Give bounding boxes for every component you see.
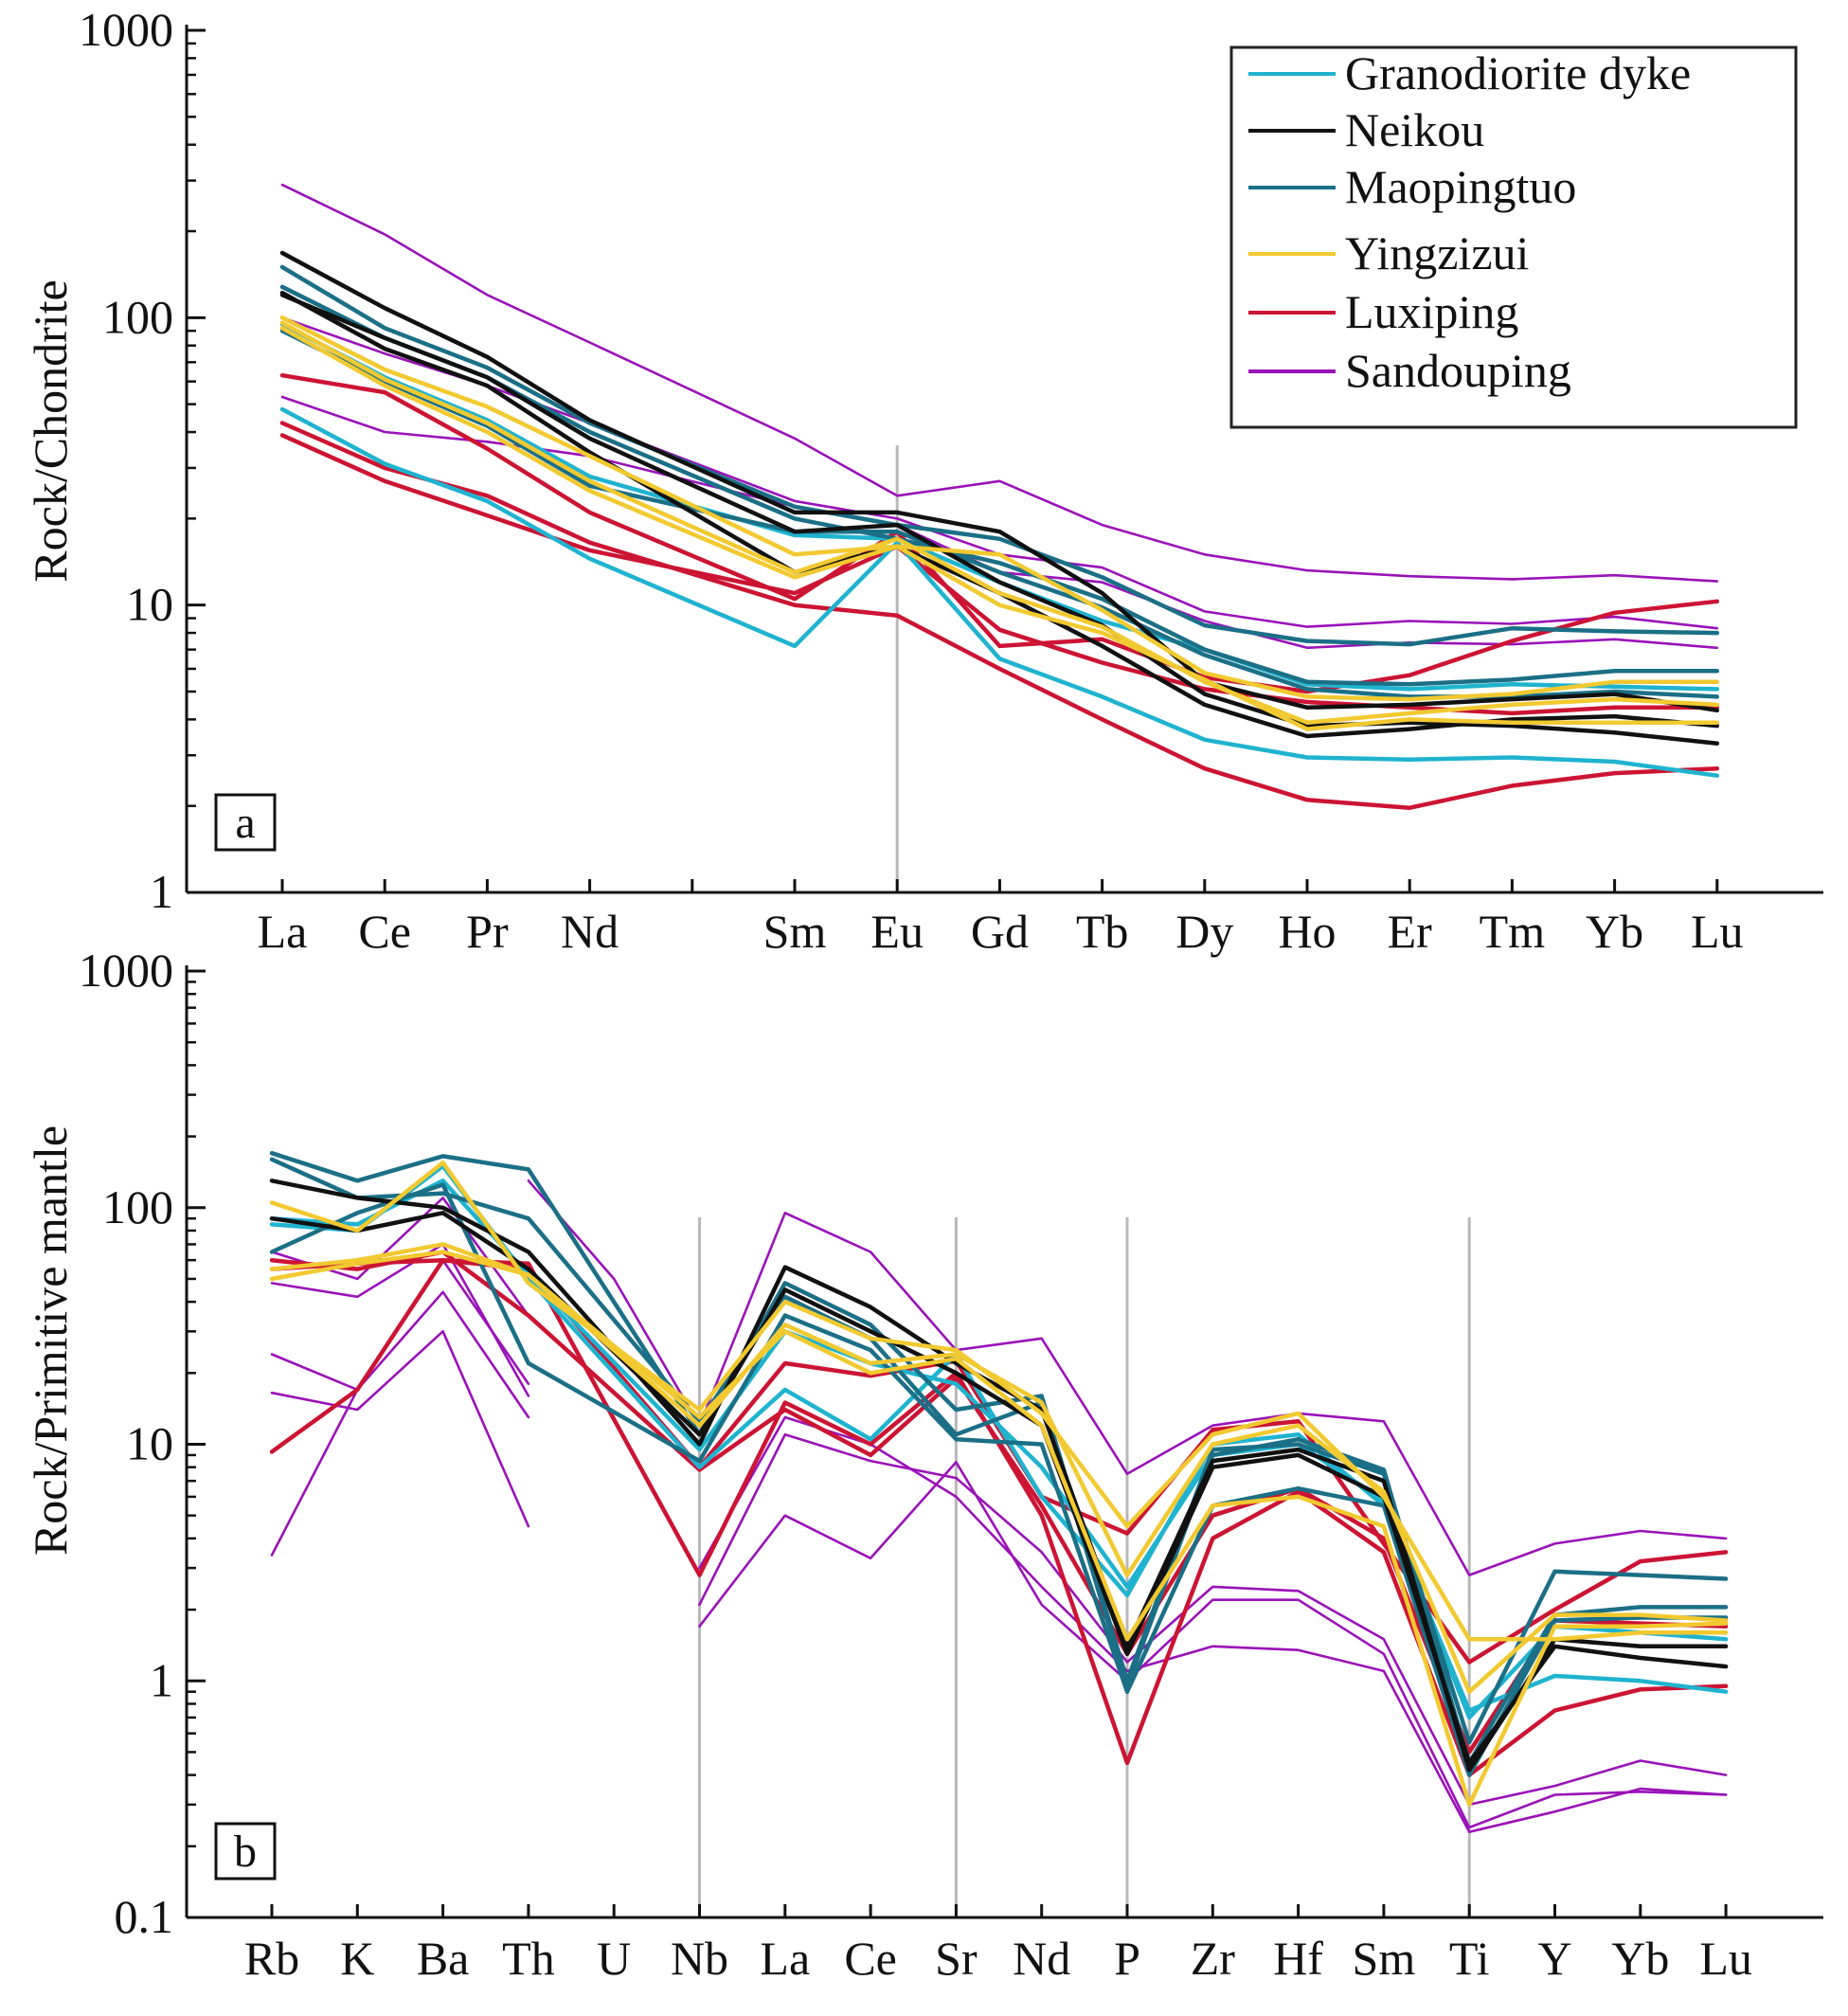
panel-b-series-sandouping-5 [270,1330,530,1528]
panel-a-x-tick-label-ce: Ce [358,905,411,958]
panel-b-series-sandouping-7 [698,1432,1728,1807]
panel-b-series-sandouping-8 [698,1461,1728,1829]
panel-b-y-tick-label: 0.1 [115,1890,174,1943]
panel-a-series-lines [279,183,1720,810]
panel-a-series-yingzizui-2 [279,320,1720,725]
panel-b-x-tick-label-nb: Nb [671,1932,728,1985]
panel-a-letter: a [235,798,255,848]
panel-b-letter-box [214,1822,277,1881]
panel-b-series-luxiping-3 [269,1250,1729,1755]
panel-b-series-yingzizui-1 [269,1160,1729,1642]
panel-b-y-tick-label: 1000 [79,944,173,997]
panel-a-x-tick-label-pr: Pr [466,905,509,958]
panel-b-letter: b [234,1827,257,1877]
panel-b-x-tick-label-hf: Hf [1273,1932,1323,1985]
panel-a-y-axis-label: Rock/Chondrite [24,279,77,582]
panel-b-series-neikou-2 [269,1211,1729,1766]
panel-a-series-granodiorite-1 [279,406,1720,778]
panel-a-series-yingzizui-3 [279,326,1720,731]
panel-a-series-yingzizui-1 [279,315,1720,702]
panel-b-x-tick-label-th: Th [502,1932,555,1985]
panel-b-series-sandouping-1 [527,1179,1728,1576]
panel-b: Rock/Primitive mantle 0.1 1 10 100 1000 Rb K Ba… [24,944,1823,1985]
panel-a-x-tick-label-er: Er [1388,905,1433,958]
panel-a-series-luxiping-2 [279,421,1720,810]
panel-b-series-yingzizui-3 [269,1250,1729,1808]
panel-a-x-tick-label-gd: Gd [971,905,1029,958]
panel-a-x-tick-label-sm: Sm [763,905,827,958]
legend-label-luxiping: Luxiping [1345,285,1518,338]
panel-a-series-luxiping-3 [279,433,1720,716]
panel-b-series-luxiping-1 [269,1257,1729,1665]
panel-b-x-tick-label-u: U [597,1932,631,1985]
panel-a-x-tick-label-nd: Nd [561,905,619,958]
panel-a-x-tick-label-yb: Yb [1586,905,1643,958]
panel-a-series-sandouping-3 [280,395,1719,650]
panel-a-x-tick-label-lu: Lu [1691,905,1744,958]
panel-b-series-neikou-1 [269,1179,1729,1773]
panel-a-x-tick-label-eu: Eu [870,905,924,958]
panel-b-x-tick-label-ti: Ti [1449,1932,1490,1985]
panel-a-series-neikou-3 [279,293,1720,746]
panel-b-series-maopingtuo-1 [269,1150,1729,1745]
panel-a-series-luxiping-1 [279,372,1720,694]
legend-label-neikou: Neikou [1345,103,1484,156]
panel-a: Rock/Chondrite 1 10 100 1000 La Ce Pr Nd Sm Eu Gd T… [24,3,1823,958]
panel-b-series-maopingtuo-3 [269,1182,1729,1777]
panel-b-x-tick-label-nd: Nd [1013,1932,1070,1985]
panel-a-y-tick-label: 100 [102,290,173,343]
panel-a-x-tick-label-tm: Tm [1480,905,1546,958]
panel-b-series-sandouping-4 [270,1290,530,1419]
panel-a-y-tick-label: 10 [126,578,173,631]
legend-label-yingzizui: Yingzizui [1345,226,1529,279]
panel-a-series-neikou-1 [279,250,1720,713]
panel-b-x-tick-label-rb: Rb [244,1932,299,1985]
panel-b-x-tick-label-ba: Ba [417,1932,470,1985]
panel-a-letter-box [214,793,277,852]
panel-b-y-tick-label: 100 [102,1180,173,1233]
legend-label-sandouping: Sandouping [1345,344,1571,397]
panel-a-y-tick-label: 1000 [79,3,173,56]
panel-b-x-tick-label-p: P [1114,1932,1140,1985]
legend-box [1229,45,1798,429]
panel-b-x-tick-label-k: K [340,1932,374,1985]
panel-a-series-maopingtuo-1 [279,264,1720,647]
panel-b-series-maopingtuo-2 [269,1157,1729,1766]
panel-b-series-lines [269,1150,1729,1833]
panel-b-y-axis-label: Rock/Primitive mantle [24,1125,77,1556]
panel-a-y-tick-label: 1 [150,865,173,918]
panel-a-x-tick-label-dy: Dy [1175,905,1233,958]
panel-b-x-tick-label-zr: Zr [1191,1932,1236,1985]
legend-label-granodiorite: Granodiorite dyke [1345,46,1691,99]
panel-b-x-tick-label-ce: Ce [844,1932,897,1985]
panel-a-x-tick-label-la: La [258,905,308,958]
panel-b-x-tick-label-la: La [760,1932,810,1985]
panel-b-x-tick-label-y: Y [1537,1932,1571,1985]
panel-b-x-tick-label-yb: Yb [1611,1932,1669,1985]
panel-a-series-sandouping-1 [280,183,1719,583]
panel-b-x-tick-label-sr: Sr [935,1932,978,1985]
panel-b-y-tick-label: 1 [150,1653,173,1706]
legend-label-maopingtuo: Maopingtuo [1345,160,1576,213]
panel-b-y-tick-label: 10 [126,1417,173,1470]
panel-a-x-tick-label-ho: Ho [1278,905,1336,958]
panel-a-x-tick-label-tb: Tb [1076,905,1129,958]
panel-b-series-sandouping-6 [270,1258,530,1557]
panel-b-series-yingzizui-2 [269,1242,1729,1694]
panel-b-x-tick-label-sm: Sm [1353,1932,1416,1985]
panel-b-x-tick-label-lu: Lu [1699,1932,1752,1985]
